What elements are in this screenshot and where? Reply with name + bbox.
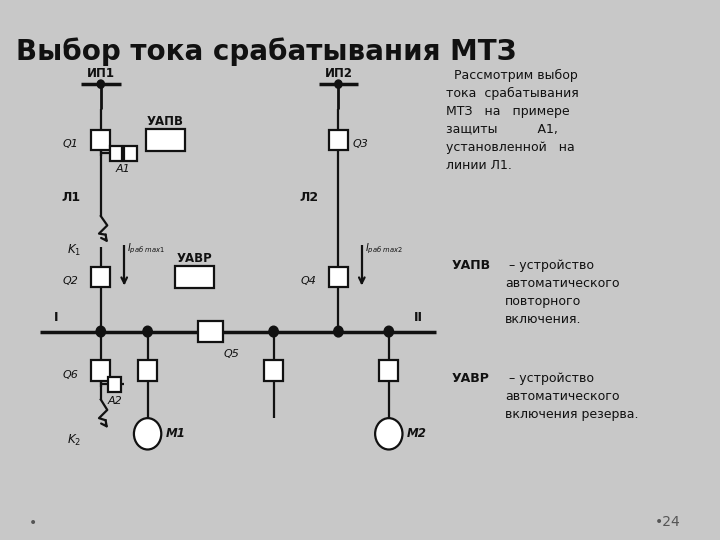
Bar <box>198 321 223 342</box>
Text: ИП1: ИП1 <box>87 68 114 80</box>
Text: $I_{раб\ max1}$: $I_{раб\ max1}$ <box>127 241 166 256</box>
Text: УАПВ: УАПВ <box>451 259 491 272</box>
Text: $I_{раб\ max2}$: $I_{раб\ max2}$ <box>365 241 403 256</box>
Bar <box>145 129 186 151</box>
Text: Q6: Q6 <box>63 370 78 380</box>
Text: Q1: Q1 <box>63 139 78 149</box>
Text: $K_2$: $K_2$ <box>67 433 81 448</box>
Bar <box>329 267 348 287</box>
Bar <box>91 130 110 150</box>
Circle shape <box>335 80 342 88</box>
Text: Q2: Q2 <box>63 276 78 286</box>
Text: Q4: Q4 <box>300 276 316 286</box>
Text: Выбор тока срабатывания МТЗ: Выбор тока срабатывания МТЗ <box>16 38 517 66</box>
Text: II: II <box>414 310 423 323</box>
Text: УАВР: УАВР <box>451 373 490 386</box>
Text: – устройство
автоматического
повторного
включения.: – устройство автоматического повторного … <box>505 259 619 326</box>
Bar <box>124 146 137 160</box>
Circle shape <box>375 418 402 449</box>
Text: M1: M1 <box>166 427 186 440</box>
Circle shape <box>384 326 394 337</box>
Text: I: I <box>54 310 58 323</box>
Bar <box>264 360 283 381</box>
Circle shape <box>96 326 105 337</box>
Text: A1: A1 <box>116 164 130 174</box>
Text: УАВР: УАВР <box>176 252 212 265</box>
Text: Рассмотрим выбор
тока  срабатывания
МТЗ   на   примере
защиты          А1,
устан: Рассмотрим выбор тока срабатывания МТЗ н… <box>446 69 579 172</box>
Text: Л2: Л2 <box>300 191 319 204</box>
Bar <box>91 360 110 381</box>
Circle shape <box>269 326 279 337</box>
Bar <box>91 267 110 287</box>
Circle shape <box>97 80 104 88</box>
Text: Q5: Q5 <box>223 349 239 359</box>
Text: •: • <box>29 516 37 530</box>
Bar <box>109 146 122 160</box>
Text: Q3: Q3 <box>352 139 368 149</box>
Bar <box>379 360 398 381</box>
Text: M2: M2 <box>407 427 427 440</box>
Circle shape <box>143 326 153 337</box>
Text: – устройство
автоматического
включения резерва.: – устройство автоматического включения р… <box>505 373 639 421</box>
Circle shape <box>134 418 161 449</box>
Text: Л1: Л1 <box>62 191 81 204</box>
Bar <box>138 360 157 381</box>
Text: УАПВ: УАПВ <box>147 115 184 128</box>
Text: •24: •24 <box>655 516 681 530</box>
Text: $K_1$: $K_1$ <box>67 243 81 258</box>
Bar <box>108 377 121 392</box>
Bar <box>174 266 215 288</box>
Text: A2: A2 <box>107 396 122 406</box>
Circle shape <box>334 326 343 337</box>
Text: ИП2: ИП2 <box>325 68 352 80</box>
Bar <box>329 130 348 150</box>
